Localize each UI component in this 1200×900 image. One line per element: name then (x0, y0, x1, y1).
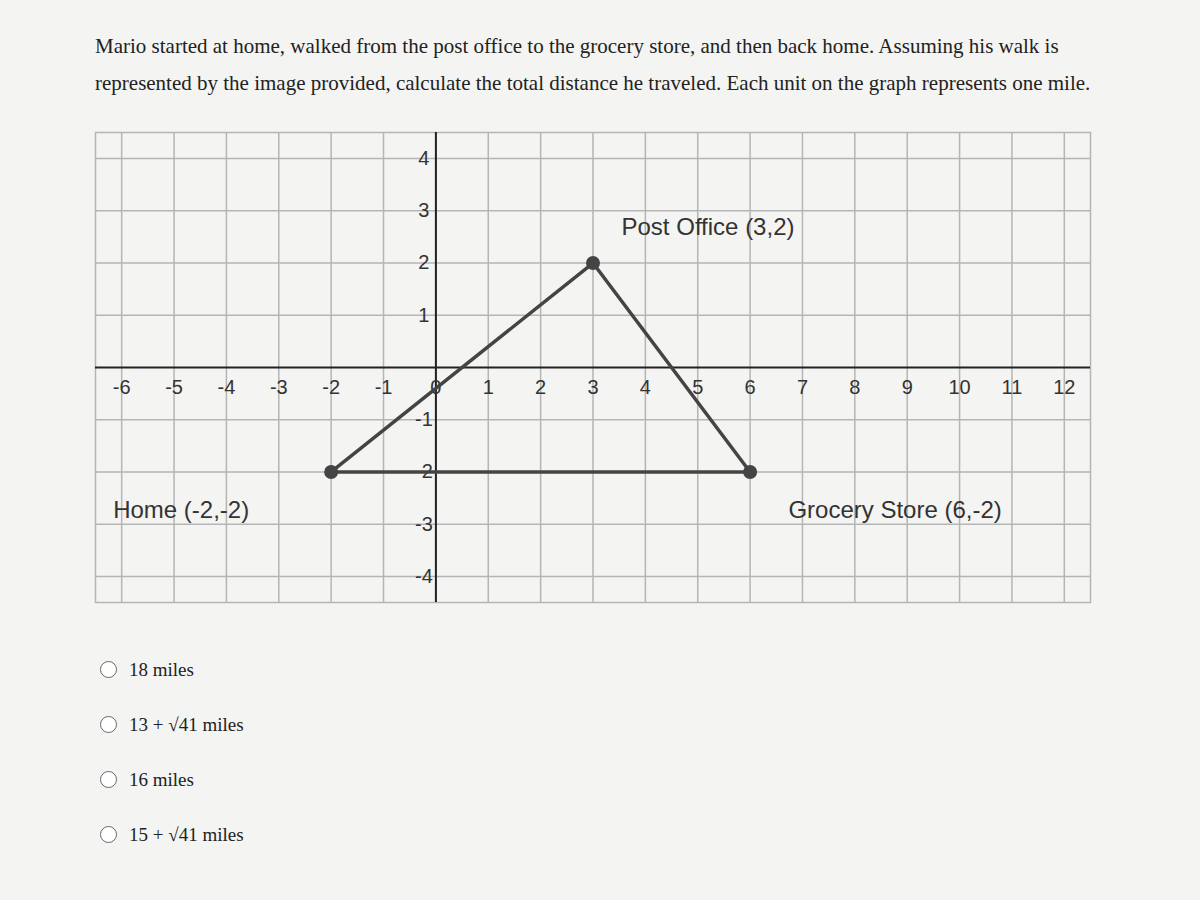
svg-text:7: 7 (797, 376, 808, 398)
svg-text:4: 4 (418, 147, 429, 169)
svg-text:10: 10 (948, 376, 970, 398)
html-text:13 + √41 miles: 13 + √41 miles (129, 713, 244, 735)
svg-text:-6: -6 (113, 376, 131, 398)
svg-text:-4: -4 (415, 565, 433, 587)
html-text:18 miles: 18 miles (129, 658, 194, 680)
svg-text:3: 3 (587, 376, 598, 398)
svg-text:6: 6 (745, 376, 756, 398)
svg-text:2: 2 (418, 251, 429, 273)
svg-text:-2: -2 (322, 376, 340, 398)
svg-text:Home (-2,-2): Home (-2,-2) (113, 496, 249, 523)
svg-text:-3: -3 (270, 376, 288, 398)
svg-text:-1: -1 (415, 408, 433, 430)
svg-text:5: 5 (692, 375, 704, 398)
svg-text:11: 11 (1002, 376, 1023, 398)
svg-text:0: 0 (430, 375, 442, 398)
html-text:16 miles: 16 miles (129, 768, 194, 790)
svg-text:4: 4 (640, 376, 651, 398)
svg-text:-2: -2 (415, 460, 433, 483)
svg-text:-3: -3 (415, 513, 433, 535)
html-text:Mario started at home, walked: Mario started at home, walked from the p… (95, 34, 1091, 95)
html-text:15 + √41 miles: 15 + √41 miles (129, 823, 244, 845)
svg-text:3: 3 (418, 199, 429, 221)
svg-text:9: 9 (902, 376, 913, 398)
svg-text:1: 1 (418, 304, 429, 326)
svg-text:Post Office (3,2): Post Office (3,2) (622, 213, 795, 240)
svg-text:2: 2 (535, 376, 546, 398)
svg-text:12: 12 (1053, 376, 1075, 398)
svg-text:8: 8 (849, 376, 860, 398)
svg-text:-5: -5 (165, 376, 183, 398)
svg-text:Grocery Store (6,-2): Grocery Store (6,-2) (788, 496, 1001, 523)
svg-text:-1: -1 (375, 376, 393, 398)
svg-text:1: 1 (483, 376, 494, 398)
svg-text:-4: -4 (218, 376, 236, 398)
